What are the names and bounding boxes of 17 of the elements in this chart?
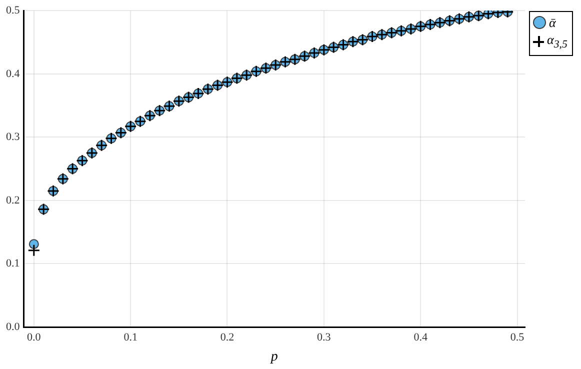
- x-axis-title: p: [270, 349, 278, 364]
- point: [28, 239, 39, 250]
- x-tick-label: 0.3: [317, 331, 332, 344]
- y-tick-label: 0.3: [6, 131, 20, 144]
- y-tick-label: 0.5: [6, 4, 20, 16]
- x-tick-label: 0.1: [124, 331, 138, 344]
- y-tick-label: 0.2: [6, 194, 20, 206]
- y-tick-label: 0.1: [6, 258, 20, 270]
- x-tick-label: 0.4: [414, 331, 428, 344]
- y-tick-label: 0.4: [6, 68, 20, 80]
- legend-label: ᾱ: [549, 14, 556, 31]
- point: [28, 244, 40, 257]
- y-tick-label: 0.0: [6, 320, 20, 333]
- x-tick-label: 0.2: [220, 331, 234, 344]
- x-tick-label: 0.0: [27, 331, 42, 344]
- legend-label: α$_{3,5}$: [547, 30, 568, 52]
- x-tick-label: 0.5: [510, 331, 525, 344]
